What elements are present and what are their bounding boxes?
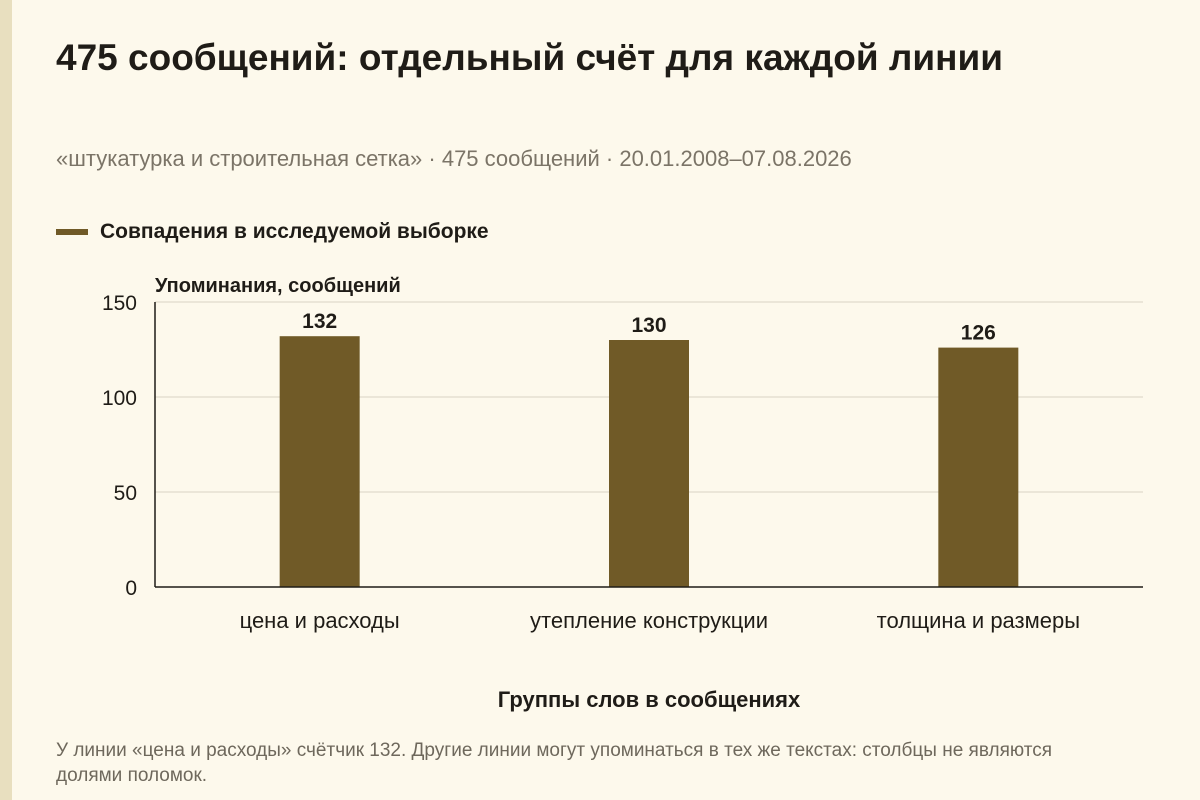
y-tick-label: 150: [102, 292, 137, 315]
x-tick-label: утепление конструкции: [530, 608, 768, 633]
x-tick-label: цена и расходы: [240, 608, 400, 633]
axes: 0 50 100 150 цена и расходы утепление констру…: [102, 292, 1143, 633]
y-tick-label: 100: [102, 387, 137, 410]
bar-value-label: 130: [631, 314, 666, 337]
bar-value-label: 132: [302, 310, 337, 333]
chart-footnote: У линии «цена и расходы» счётчик 132. Др…: [56, 740, 1052, 786]
bars: 132 130 126: [279, 310, 1019, 587]
chart-subtitle: «штукатурка и строительная сетка» · 475 …: [56, 146, 852, 171]
bar-value-label: 126: [961, 322, 996, 345]
bar: [938, 347, 1019, 587]
y-axis-label: Упоминания, сообщений: [155, 275, 401, 297]
bar: [279, 336, 360, 587]
legend-label: Совпадения в исследуемой выборке: [100, 220, 489, 243]
legend-swatch: [56, 229, 88, 235]
legend: Совпадения в исследуемой выборке: [56, 220, 489, 244]
x-axis-label: Группы слов в сообщениях: [498, 687, 801, 712]
bar: [609, 340, 689, 587]
y-tick-label: 0: [125, 577, 137, 600]
y-tick-label: 50: [114, 482, 137, 505]
side-accent-strip: [0, 0, 12, 800]
chart-title: 475 сообщений: отдельный счёт для каждой…: [56, 37, 1003, 78]
x-tick-label: толщина и размеры: [877, 608, 1080, 633]
